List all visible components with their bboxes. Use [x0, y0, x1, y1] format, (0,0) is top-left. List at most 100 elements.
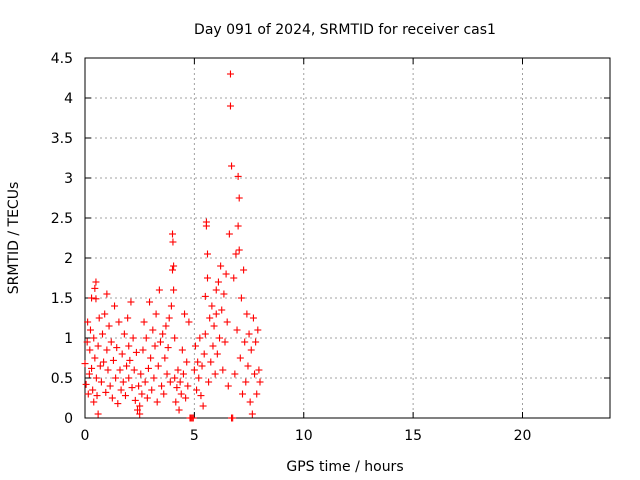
data-point [117, 386, 125, 394]
y-tick-label: 0 [64, 411, 73, 427]
data-point [172, 398, 180, 406]
data-point [113, 344, 121, 352]
data-point [234, 172, 242, 180]
data-point [167, 302, 175, 310]
data-point [160, 390, 168, 398]
data-point [217, 262, 225, 270]
data-point [129, 334, 137, 342]
data-point [190, 366, 198, 374]
data-point [208, 302, 216, 310]
data-point [206, 314, 214, 322]
data-point [235, 246, 243, 254]
data-point [252, 338, 260, 346]
data-point [114, 400, 122, 408]
data-point [112, 374, 120, 382]
data-point [144, 364, 152, 372]
data-point [115, 318, 123, 326]
data-point [162, 322, 170, 330]
data-point [100, 358, 108, 366]
data-point [201, 292, 209, 300]
data-point [170, 286, 178, 294]
data-point [101, 310, 109, 318]
data-point [103, 346, 111, 354]
data-point [132, 348, 140, 356]
x-tick-labels: 0 5 10 15 20 [81, 428, 532, 444]
data-point [232, 250, 240, 258]
data-point [91, 284, 99, 292]
y-tick-label: 4.5 [51, 51, 73, 67]
data-point [88, 364, 96, 372]
data-point [156, 338, 164, 346]
data-point [96, 362, 104, 370]
data-point [88, 294, 96, 302]
data-point [105, 322, 113, 330]
data-point [153, 398, 161, 406]
data-point [104, 366, 112, 374]
data-point [91, 354, 99, 362]
data-point [177, 390, 185, 398]
data-point [183, 358, 191, 366]
data-point [222, 270, 230, 278]
data-point [216, 334, 224, 342]
data-point [174, 366, 182, 374]
x-tick-label: 10 [295, 428, 313, 444]
data-point [223, 318, 231, 326]
y-tick-label: 1 [64, 331, 73, 347]
data-point [84, 318, 92, 326]
data-point [189, 414, 197, 422]
data-point [150, 374, 158, 382]
data-point [194, 358, 202, 366]
data-point [244, 362, 252, 370]
data-point [245, 330, 253, 338]
data-point [213, 350, 221, 358]
data-point [146, 298, 154, 306]
data-point [125, 374, 133, 382]
data-point [152, 310, 160, 318]
data-point [228, 162, 236, 170]
data-point [235, 194, 243, 202]
y-tick-labels: 0 0.5 1 1.5 2 2.5 3 3.5 4 4.5 [51, 51, 73, 427]
x-tick-label: 0 [81, 428, 90, 444]
data-point [149, 326, 157, 334]
data-point [207, 358, 215, 366]
data-point [193, 386, 201, 394]
data-point [248, 410, 256, 418]
data-point [175, 406, 183, 414]
data-point [169, 230, 176, 238]
data-point [92, 278, 100, 286]
data-point [209, 342, 217, 350]
data-point [253, 390, 261, 398]
data-point [138, 390, 146, 398]
data-point [119, 378, 127, 386]
y-tick-label: 3.5 [51, 131, 73, 147]
data-point [163, 370, 171, 378]
data-point [83, 338, 91, 346]
data-point [202, 222, 210, 230]
data-point [166, 378, 174, 386]
data-point [155, 286, 163, 294]
chart-title: Day 091 of 2024, SRMTID for receiver cas… [194, 22, 496, 38]
data-point [86, 326, 94, 334]
data-point [111, 302, 119, 310]
data-point [231, 370, 239, 378]
data-point [136, 402, 144, 410]
data-point [240, 266, 248, 274]
data-point [136, 410, 144, 418]
data-point [116, 366, 124, 374]
data-point [185, 318, 193, 326]
data-point [181, 310, 189, 318]
data-point [81, 360, 89, 368]
data-point [239, 390, 246, 398]
data-point [131, 396, 139, 404]
data-point [89, 386, 97, 394]
data-point [108, 394, 116, 402]
data-point [139, 346, 147, 354]
data-point [212, 310, 220, 318]
data-point [243, 310, 251, 318]
data-point [233, 326, 241, 334]
x-tick-label: 20 [514, 428, 532, 444]
data-point [170, 262, 178, 270]
data-point [230, 274, 238, 282]
data-point [94, 410, 102, 418]
data-point [99, 330, 106, 338]
